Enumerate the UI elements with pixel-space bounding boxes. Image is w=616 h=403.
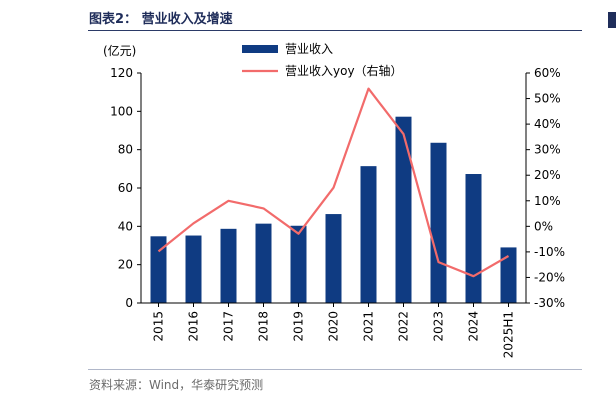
y-tick-label: 60: [118, 181, 133, 195]
y2-tick-label: 50%: [534, 92, 561, 106]
y-tick-label: 100: [110, 104, 133, 118]
legend-swatch-revenue: [242, 45, 278, 53]
y2-tick-label: 0%: [534, 219, 553, 233]
y2-tick-label: 60%: [534, 66, 561, 80]
y-tick-label: 0: [125, 296, 133, 310]
y2-tick-label: 10%: [534, 194, 561, 208]
x-tick-label: 2020: [327, 311, 341, 342]
x-tick-label: 2023: [432, 311, 446, 342]
x-tick-label: 2016: [187, 311, 201, 342]
y-axis-label: (亿元): [103, 43, 136, 58]
source-divider: [88, 369, 582, 370]
bar-2022: [395, 116, 412, 303]
y-tick-label: 80: [118, 143, 133, 157]
bar-2017: [220, 228, 237, 303]
bar-2023: [430, 142, 447, 303]
y2-tick-label: -20%: [534, 270, 565, 284]
y2-tick-label: -10%: [534, 245, 565, 259]
x-tick-label: 2017: [222, 311, 236, 342]
bar-series-revenue: [150, 116, 517, 303]
y2-tick-label: 20%: [534, 168, 561, 182]
figure-title: 图表2： 营业收入及增速: [89, 12, 233, 27]
y2-tick-label: 30%: [534, 143, 561, 157]
y2-tick-label: -30%: [534, 296, 565, 310]
x-tick-label: 2025H1: [502, 311, 516, 358]
x-tick-label: 2024: [467, 311, 481, 342]
y-tick-label: 20: [118, 258, 133, 272]
bar-2016: [185, 235, 202, 303]
bar-2024: [465, 174, 482, 303]
title-divider: [88, 30, 582, 31]
bar-2025H1: [500, 247, 517, 303]
x-tick-label: 2018: [257, 311, 271, 342]
y-tick-label: 40: [118, 219, 133, 233]
x-tick-label: 2015: [152, 311, 166, 342]
bar-2019: [290, 225, 307, 303]
legend-label-yoy: 营业收入yoy（右轴）: [285, 63, 403, 78]
bar-2018: [255, 223, 272, 303]
bar-2015: [150, 236, 167, 303]
line-series-yoy: [157, 87, 510, 278]
edge-marker: [608, 12, 616, 28]
source-note: 资料来源：Wind，华泰研究预测: [89, 378, 264, 392]
x-tick-label: 2022: [397, 311, 411, 342]
y-tick-label: 120: [110, 66, 133, 80]
y2-tick-label: 40%: [534, 117, 561, 131]
legend-label-revenue: 营业收入: [285, 42, 333, 56]
x-tick-label: 2021: [362, 311, 376, 342]
axis-ticks: 0 20 40 60 80 100 120 -30% -20% -10% 0% 10% 20% 30% 40…: [110, 66, 565, 358]
x-tick-label: 2019: [292, 311, 306, 342]
bar-2021: [360, 166, 377, 303]
bar-2020: [325, 214, 342, 303]
